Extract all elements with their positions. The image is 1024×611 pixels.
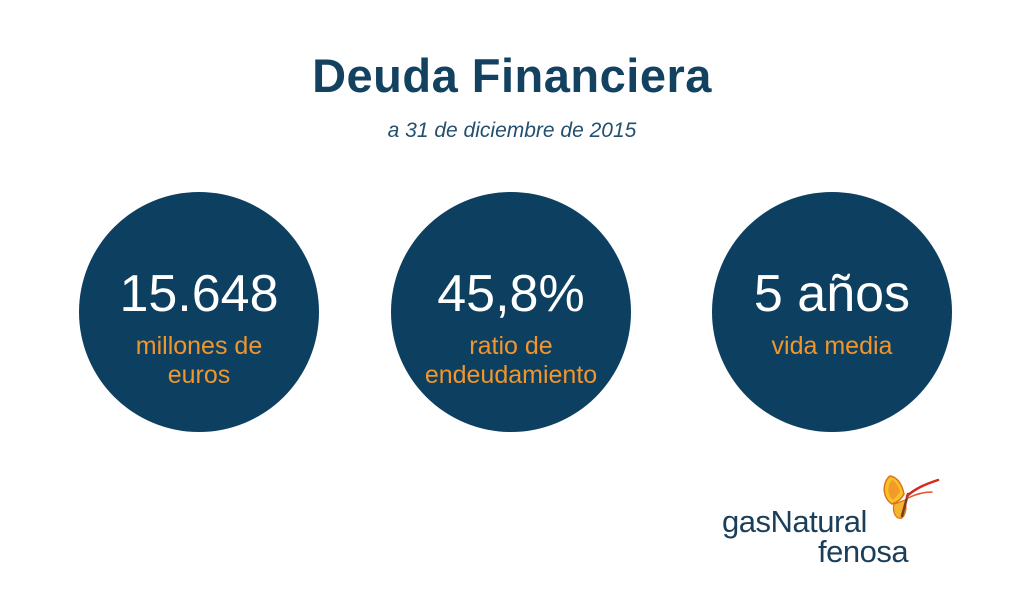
stat-value: 45,8%	[437, 265, 585, 323]
stat-label-line: endeudamiento	[424, 361, 598, 389]
company-logo: gasNatural fenosa	[722, 472, 952, 582]
page-title: Deuda Financiera	[312, 49, 712, 102]
logo-text-line1: gasNatural	[722, 504, 867, 539]
stat-label: vida media	[712, 332, 952, 361]
stat-label-line: ratio de	[469, 332, 553, 360]
logo-text-line2: fenosa	[818, 534, 909, 569]
page-subtitle: a 31 de diciembre de 2015	[387, 119, 637, 142]
stat-label-line: vida media	[771, 332, 893, 360]
stat-label-line: euros	[167, 361, 231, 389]
stat-circle-maturity: 5 años vida media	[712, 192, 952, 432]
stat-label: ratio de endeudamiento	[391, 332, 631, 390]
stat-label: millones de euros	[79, 332, 319, 390]
stat-label-line: millones de	[135, 332, 263, 360]
stat-circle-leverage: 45,8% ratio de endeudamiento	[391, 192, 631, 432]
stat-value: 15.648	[119, 265, 279, 323]
stat-circle-debt: 15.648 millones de euros	[79, 192, 319, 432]
butterfly-icon	[883, 475, 940, 519]
stat-value: 5 años	[753, 265, 911, 323]
